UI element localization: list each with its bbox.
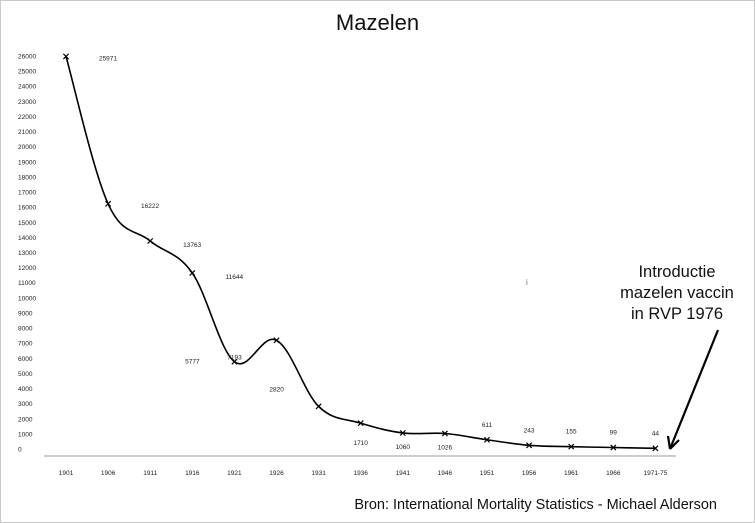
- y-tick-label: 7000: [18, 341, 33, 348]
- y-tick-label: 1000: [18, 431, 33, 438]
- x-tick-label: 1951: [480, 470, 495, 477]
- x-tick-label: 1906: [101, 470, 116, 477]
- data-value-label: 16222: [141, 203, 159, 210]
- x-tick-label: 1971-75: [643, 470, 667, 477]
- data-value-label: 99: [610, 430, 618, 437]
- data-point-marker: [273, 337, 280, 344]
- y-tick-label: 20000: [18, 144, 36, 151]
- data-value-label: 1060: [396, 444, 411, 451]
- data-value-label: 7193: [227, 354, 242, 361]
- y-tick-label: 24000: [18, 84, 36, 91]
- data-value-label: 13763: [183, 242, 201, 249]
- arrow-head: [666, 435, 680, 450]
- y-tick-label: 18000: [18, 174, 36, 181]
- data-value-label: 611: [482, 422, 493, 429]
- chart-title: Mazelen: [335, 10, 420, 35]
- x-tick-label: 1911: [143, 470, 157, 477]
- data-value-label: 243: [524, 427, 535, 434]
- x-axis: 1901 1906 1911 1916 1921 1926 1931 1936 1941 1946…: [44, 455, 676, 477]
- x-tick-label: 1941: [396, 470, 411, 477]
- data-point-marker: [441, 430, 448, 437]
- x-tick-label: 1966: [606, 470, 621, 477]
- data-value-label: 25971: [99, 55, 117, 62]
- y-tick-label: 17000: [18, 190, 36, 197]
- series-line: [65, 56, 656, 450]
- x-tick-label: 1921: [227, 470, 242, 477]
- y-tick-label: 8000: [18, 326, 33, 333]
- value-labels: 25971 16222 13763 11644 5777 7193 2820 1710 1060…: [99, 55, 659, 451]
- y-tick-label: 12000: [18, 265, 36, 272]
- data-point-marker: [357, 420, 364, 427]
- y-tick-label: 21000: [18, 129, 36, 136]
- data-point-marker: [231, 358, 238, 365]
- data-value-label: 11644: [226, 274, 244, 281]
- annotation-line-1: Introductie: [638, 263, 716, 281]
- data-point-marker: [652, 445, 659, 452]
- y-tick-label: 2000: [18, 416, 33, 423]
- y-tick-label: 15000: [18, 220, 36, 227]
- x-tick-label: 1926: [269, 470, 284, 477]
- y-tick-label: 14000: [18, 235, 36, 242]
- x-tick-label: 1931: [311, 470, 326, 477]
- y-tick-label: 4000: [18, 386, 33, 393]
- x-tick-label: 1961: [564, 470, 579, 477]
- y-tick-label: 5000: [18, 371, 33, 378]
- arrow-shaft: [668, 329, 720, 450]
- y-tick-label: 3000: [18, 401, 33, 408]
- vaccine-annotation: Introductie mazelen vaccin in RVP 1976: [612, 262, 742, 325]
- x-tick-label: 1901: [59, 470, 74, 477]
- data-point-marker: [483, 436, 491, 443]
- y-tick-label: 9000: [18, 310, 33, 317]
- y-tick-label: 0: [18, 447, 22, 454]
- data-point-marker: [526, 442, 533, 449]
- data-value-label: 1710: [353, 440, 368, 447]
- y-tick-label: 10000: [18, 295, 36, 302]
- data-value-label: 5777: [185, 359, 200, 366]
- data-value-label: 44: [652, 430, 660, 437]
- y-tick-label: 23000: [18, 99, 36, 106]
- x-tick-label: 1916: [185, 470, 200, 477]
- y-tick-label: 11000: [18, 280, 36, 287]
- data-point-marker: [399, 429, 406, 437]
- stray-mark: i: [526, 278, 528, 287]
- y-tick-label: 13000: [18, 250, 36, 257]
- data-point-marker: [315, 403, 322, 410]
- data-point-marker: [147, 237, 154, 244]
- source-credit: Bron: International Mortality Statistics…: [354, 497, 717, 513]
- x-tick-label: 1936: [353, 470, 368, 477]
- y-tick-label: 25000: [18, 69, 36, 76]
- data-point-marker: [189, 269, 196, 277]
- data-point-marker: [610, 444, 617, 451]
- annotation-line-3: in RVP 1976: [630, 305, 724, 323]
- y-tick-label: 16000: [18, 205, 36, 212]
- data-value-label: 1026: [438, 444, 453, 451]
- data-point-marker: [105, 200, 112, 207]
- data-point-marker: [568, 443, 575, 450]
- y-tick-label: 22000: [18, 114, 36, 121]
- data-value-label: 2820: [269, 386, 284, 393]
- annotation-line-2: mazelen vaccin: [620, 284, 734, 302]
- y-tick-label: 6000: [18, 356, 33, 363]
- y-tick-label: 26000: [18, 54, 36, 61]
- y-axis: 0 1000 2000 3000 4000 5000 6000 7000 8000 9000 100…: [18, 54, 36, 454]
- x-tick-label: 1946: [438, 470, 453, 477]
- vaccine-arrow: [666, 329, 720, 450]
- data-value-label: 155: [566, 429, 577, 436]
- y-tick-label: 19000: [18, 159, 36, 166]
- data-point-marker: [62, 53, 70, 60]
- series-markers: [62, 53, 659, 452]
- x-tick-label: 1956: [522, 470, 537, 477]
